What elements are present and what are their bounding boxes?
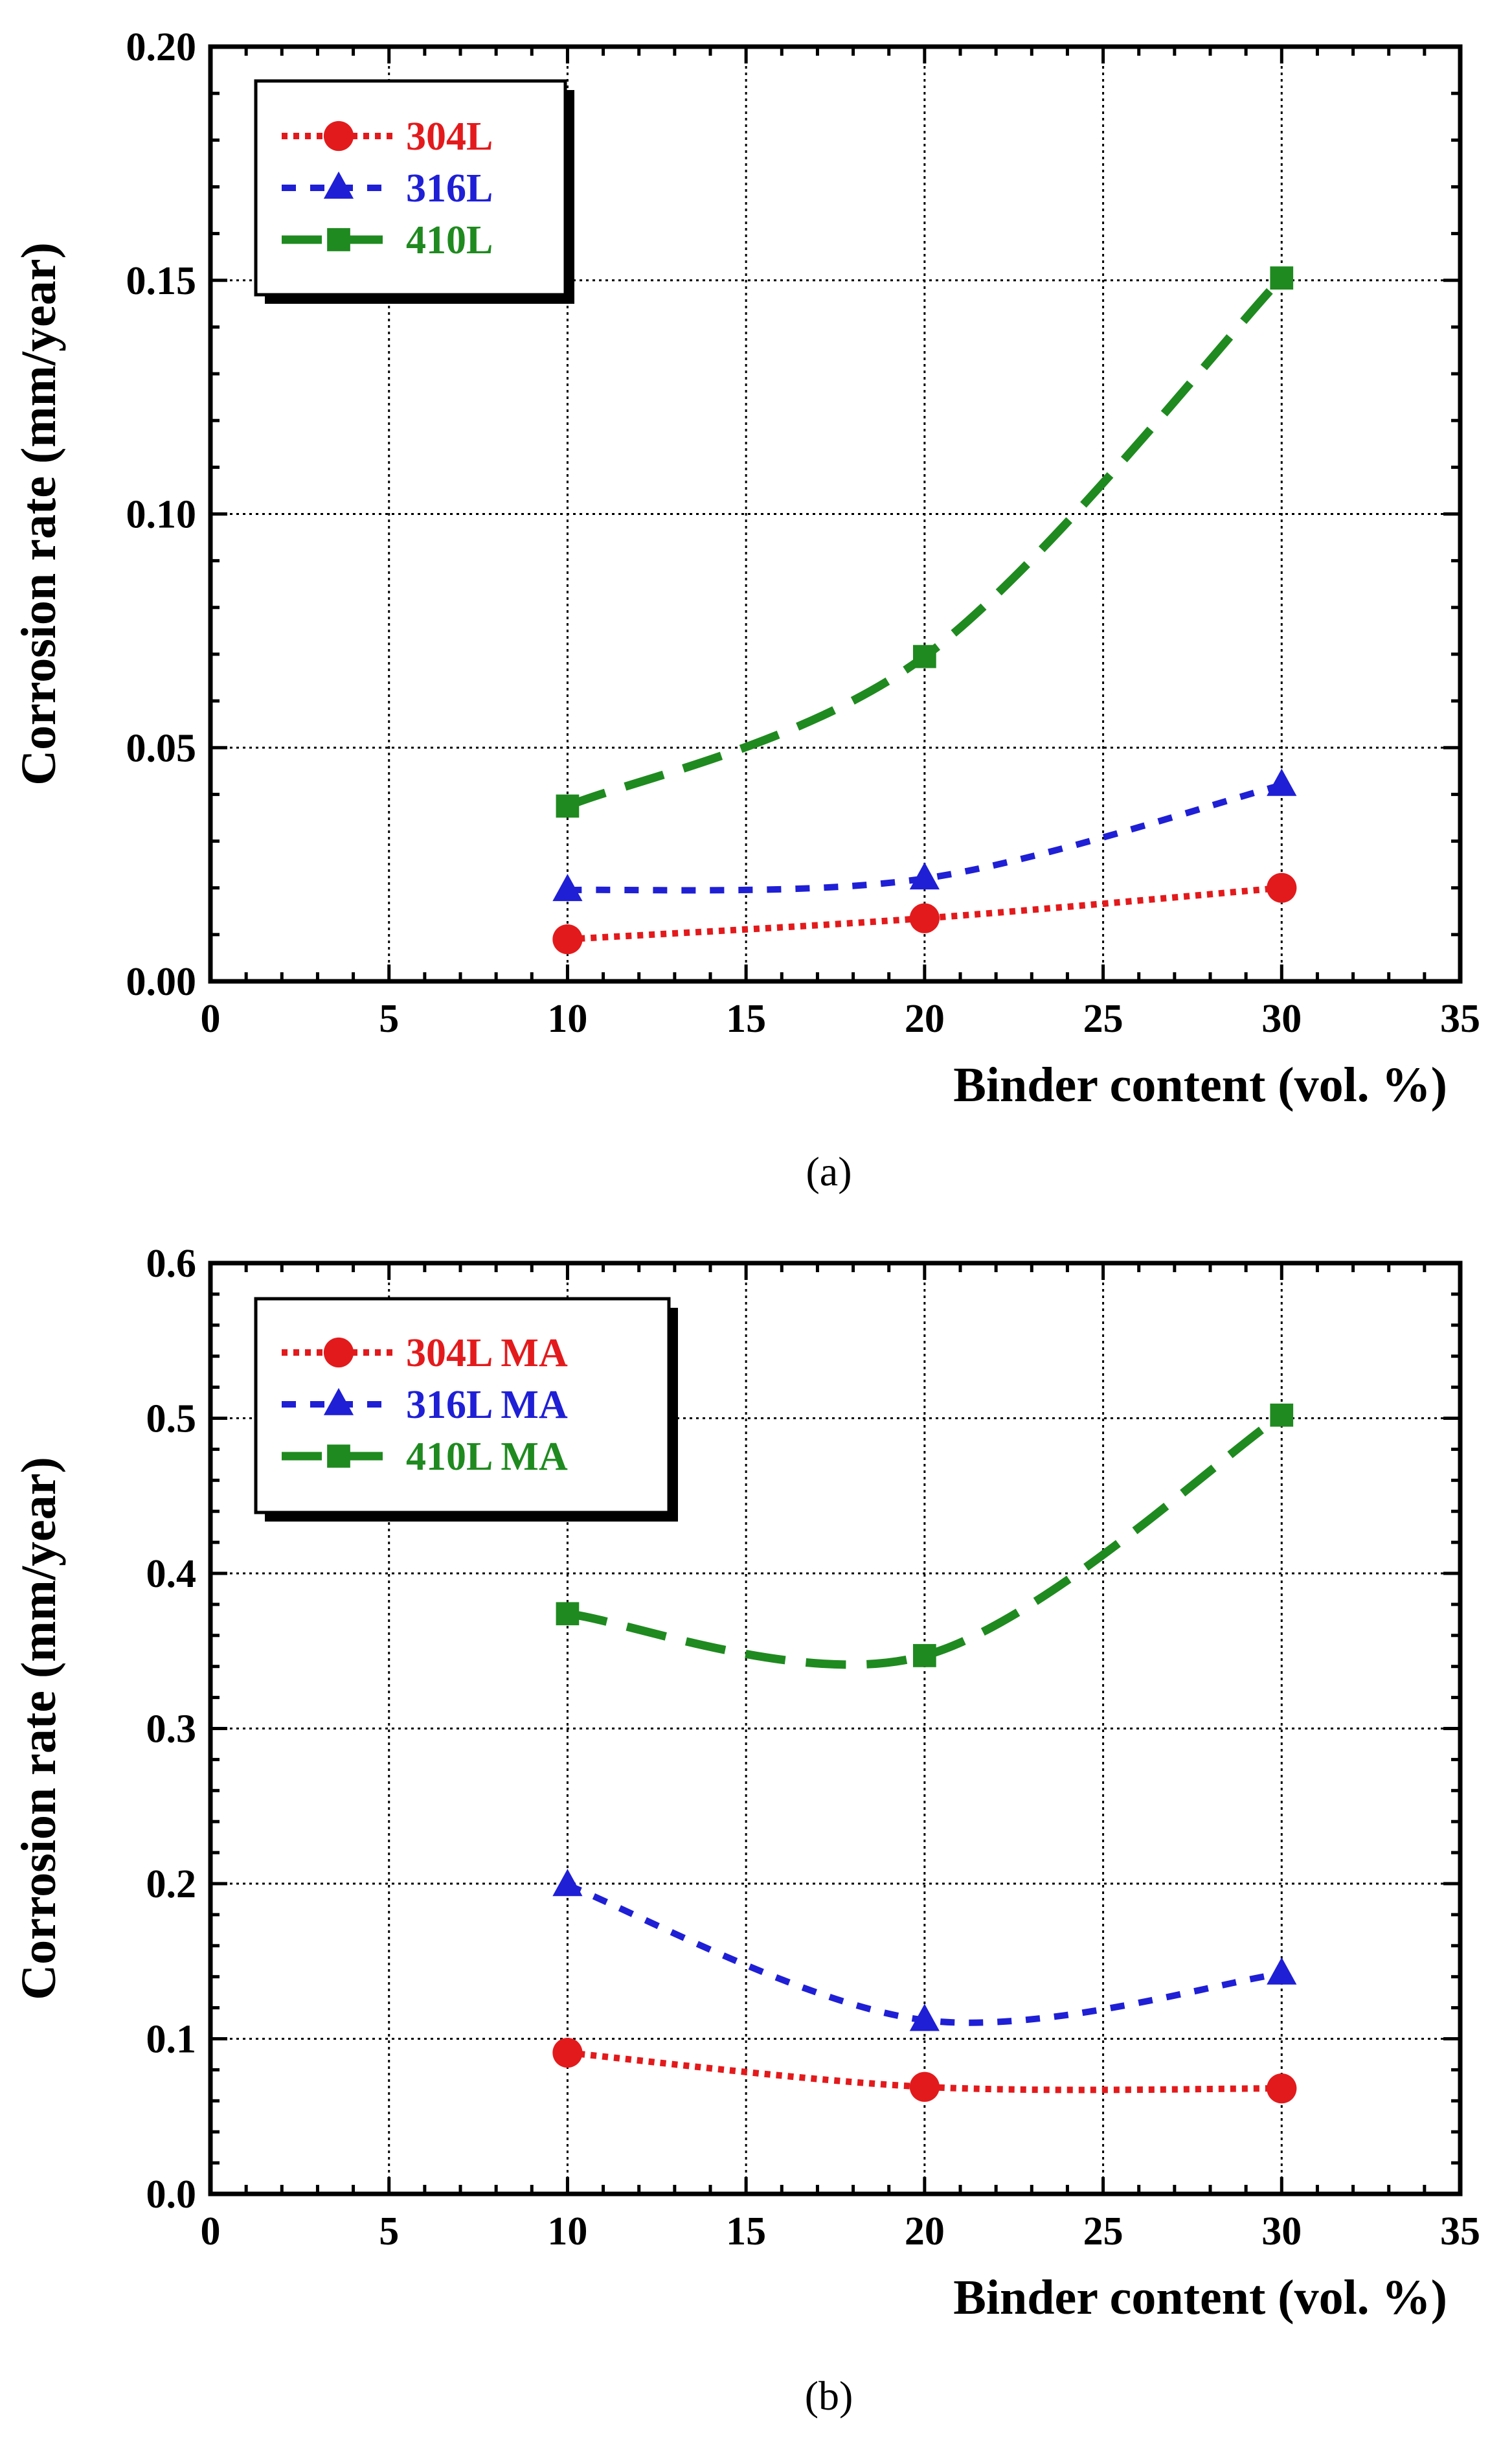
x-tick-label: 5 [379,997,399,1041]
data-point-circle [1267,873,1297,903]
y-tick-label: 0.3 [146,1707,197,1752]
series-410l-ma [556,1403,1294,1669]
x-axis-label: Binder content (vol. %) [953,1058,1447,1112]
x-tick-label: 30 [1261,2209,1302,2254]
y-tick-label: 0.15 [126,259,197,303]
legend-marker-triangle [323,1387,354,1415]
series-line [565,275,1285,810]
y-axis-label: Corrosion rate (mm/year) [12,242,66,786]
data-point-square [556,794,580,818]
y-axis-label: Corrosion rate (mm/year) [12,1457,66,2000]
panel-caption: (b) [805,2373,853,2419]
y-tick-label: 0.2 [146,1862,197,1906]
x-tick-label: 0 [201,2209,221,2254]
series-line [567,782,1283,894]
y-tick-label: 0.6 [146,1242,197,1286]
data-point-circle [552,2037,583,2068]
legend: 304L 316L 410L [254,79,574,304]
y-tick-label: 0.1 [146,2018,197,2062]
data-point-circle [909,2071,940,2102]
data-point-circle [1267,2073,1297,2104]
x-tick-label: 35 [1440,997,1480,1041]
legend-marker-circle [323,120,354,152]
data-point-triangle [552,874,583,902]
y-tick-label: 0.00 [126,960,197,1004]
chart-panel-b: 0 5 10 15 20 25 30 35 0.0 0.1 0.2 0.3 0.4 0.5 0.6 Binde… [12,1242,1480,2419]
x-tick-label: 25 [1083,997,1123,1041]
series-304l-ma [552,2037,1297,2104]
data-point-square [1270,1403,1294,1427]
x-tick-label: 0 [201,997,221,1041]
legend-marker-circle [323,1337,354,1368]
y-tick-label: 0.10 [126,493,197,537]
series-316l-ma [552,1869,1297,2031]
data-point-triangle [552,1869,583,1897]
x-tick-label: 20 [905,997,945,1041]
series-410l [556,266,1294,818]
panel-caption: (a) [806,1148,852,1194]
y-tick-label: 0.20 [126,25,197,69]
y-tick-label: 0.4 [146,1552,197,1596]
data-point-circle [909,903,940,933]
x-tick-label: 15 [726,997,766,1041]
x-tick-label: 25 [1083,2209,1123,2254]
data-point-square [1270,266,1294,290]
x-tick-label: 20 [905,2209,945,2254]
legend-label: 410L [406,218,493,262]
x-axis-label: Binder content (vol. %) [953,2270,1447,2325]
x-tick-label: 10 [547,2209,587,2254]
x-tick-label: 35 [1440,2209,1480,2254]
data-point-triangle [1267,768,1297,796]
data-point-triangle [909,2003,940,2031]
legend-label: 304L [406,115,493,159]
legend-marker-square [327,1444,350,1468]
series-316l [552,768,1297,902]
chart-panel-a: 0 5 10 15 20 25 30 35 0.00 0.05 0.10 0.15 0.20 Binder… [12,25,1480,1194]
series-304l [552,873,1297,955]
data-point-triangle [1267,1957,1297,1985]
legend-box [254,1297,671,1514]
x-tick-label: 15 [726,2209,766,2254]
plot-frame [208,44,1463,984]
legend-marker-triangle [323,171,354,199]
legend-marker-square [327,228,350,251]
legend-label: 304L MA [406,1331,568,1375]
x-tick-label: 5 [379,2209,399,2254]
legend-label: 410L MA [406,1435,568,1479]
legend-label: 316L MA [406,1383,568,1427]
data-point-square [913,1644,936,1667]
y-tick-label: 0.05 [126,726,197,770]
legend-box [254,79,567,297]
plot-frame [208,1261,1463,2197]
series-line [567,1411,1284,1669]
x-tick-label: 30 [1261,997,1302,1041]
y-tick-label: 0.5 [146,1397,197,1441]
data-point-square [913,645,936,668]
y-tick-label: 0.0 [146,2173,197,2217]
legend: 304L MA 316L MA 410L MA [254,1297,678,1522]
data-point-triangle [909,862,940,890]
x-tick-label: 10 [547,997,587,1041]
legend-label: 316L [406,166,493,211]
data-point-circle [552,924,583,955]
data-point-square [556,1602,580,1626]
